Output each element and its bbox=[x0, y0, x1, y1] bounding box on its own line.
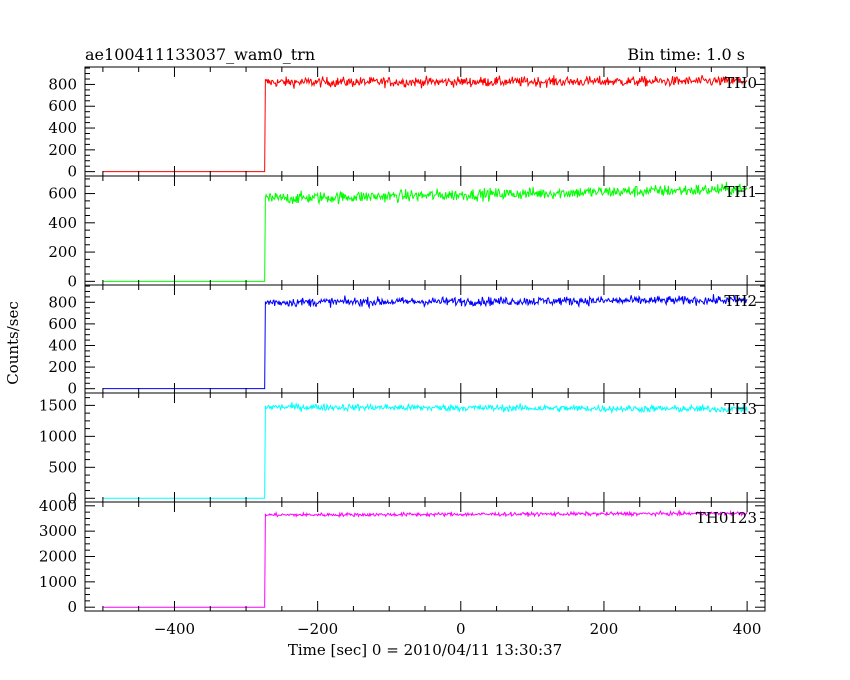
y-tick-label: 1000 bbox=[39, 573, 77, 591]
y-tick-label: 3000 bbox=[39, 522, 77, 540]
panel-label-th2: TH2 bbox=[724, 292, 757, 310]
y-tick-label: 0 bbox=[67, 380, 77, 398]
y-tick-label: 400 bbox=[48, 214, 77, 232]
panel-label-th0: TH0 bbox=[724, 74, 757, 92]
y-tick-label: 1000 bbox=[39, 427, 77, 445]
panel-th0: 0 200 400 600 800 TH0 bbox=[48, 66, 766, 181]
y-tick-label: 600 bbox=[48, 185, 77, 203]
y-tick-label: 500 bbox=[48, 458, 77, 476]
chart-subtitle: Bin time: 1.0 s bbox=[627, 45, 745, 64]
panel-frame bbox=[84, 501, 766, 612]
panel-th1: 0 200 400 600 TH1 bbox=[48, 175, 766, 290]
panel-th3: 0 500 1000 1500 TH3 bbox=[39, 392, 766, 507]
series-line-th2 bbox=[102, 294, 748, 390]
y-tick-label: 600 bbox=[48, 97, 77, 115]
y-tick-label: 400 bbox=[48, 336, 77, 354]
x-axis: −400 −200 0 200 400 bbox=[154, 620, 762, 638]
y-tick-label: 0 bbox=[67, 598, 77, 616]
y-tick-label: 200 bbox=[48, 358, 77, 376]
y-tick-label: 200 bbox=[48, 141, 77, 159]
x-tick-label: 400 bbox=[733, 620, 762, 638]
panel-label-th0123: TH0123 bbox=[696, 509, 757, 527]
series-line-th1 bbox=[102, 181, 748, 282]
y-tick-label: 800 bbox=[48, 75, 77, 93]
y-tick-label: 2000 bbox=[39, 548, 77, 566]
y-tick-label: 200 bbox=[48, 243, 77, 261]
x-tick-label: 0 bbox=[456, 620, 466, 638]
y-tick-label: 800 bbox=[48, 293, 77, 311]
panel-frame bbox=[84, 284, 766, 394]
panel-th2: 0 200 400 600 800 TH2 bbox=[48, 284, 766, 398]
y-tick-label: 600 bbox=[48, 315, 77, 333]
y-tick-label: 400 bbox=[48, 119, 77, 137]
y-axis-label: Counts/sec bbox=[4, 301, 22, 385]
panel-label-th3: TH3 bbox=[724, 400, 757, 418]
series-line-th3 bbox=[102, 402, 748, 499]
y-tick-label: 0 bbox=[67, 272, 77, 290]
x-tick-label: −400 bbox=[154, 620, 195, 638]
panel-label-th1: TH1 bbox=[724, 183, 757, 201]
series-line-th0123 bbox=[102, 509, 748, 608]
y-tick-label: 1500 bbox=[39, 396, 77, 414]
x-axis-label: Time [sec] 0 = 2010/04/11 13:30:37 bbox=[288, 641, 562, 659]
chart-title: ae100411133037_wam0_trn bbox=[85, 45, 315, 64]
y-tick-label: 0 bbox=[67, 489, 77, 507]
panel-th0123: 0 1000 2000 3000 4000 TH0123 bbox=[39, 497, 766, 616]
y-tick-label: 0 bbox=[67, 163, 77, 181]
x-tick-label: −200 bbox=[297, 620, 338, 638]
panels-group: 0 200 400 600 800 TH0 0 200 400 600 TH1 0 200 400 600 8… bbox=[39, 66, 766, 616]
series-line-th0 bbox=[102, 75, 748, 173]
y-tick-label: 4000 bbox=[39, 497, 77, 515]
x-tick-label: 200 bbox=[590, 620, 619, 638]
